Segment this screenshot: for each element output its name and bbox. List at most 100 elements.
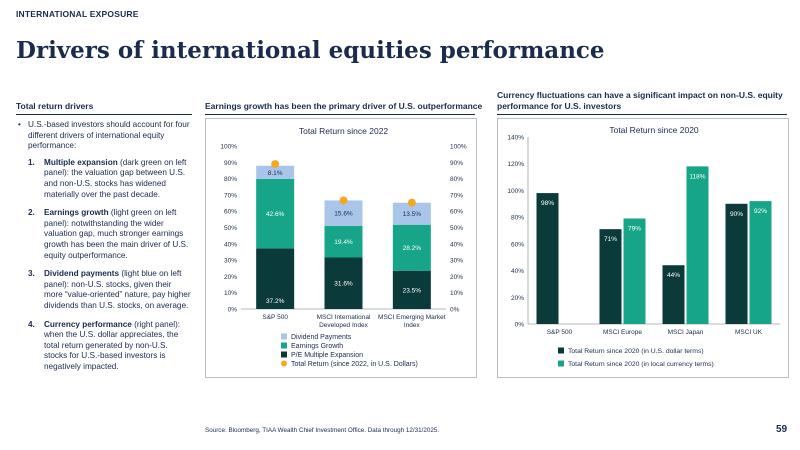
data-label: 15.6% bbox=[334, 211, 353, 218]
driver-item-multiple-expansion: 1. Multiple expansion (dark green on left… bbox=[16, 158, 192, 200]
stacked-bar-chart-svg: Total Return since 2022 0% 0% 10% 10% 20% 20% 3… bbox=[220, 126, 467, 368]
legend-label: Total Return since 2020 (in U.S. dollar … bbox=[568, 348, 704, 355]
data-label: 23.5% bbox=[403, 287, 422, 294]
bar-segment bbox=[256, 165, 295, 179]
eyebrow-label: INTERNATIONAL EXPOSURE bbox=[16, 9, 139, 19]
bar-segment bbox=[392, 270, 431, 309]
bar-segment bbox=[256, 178, 295, 249]
bar-segment bbox=[392, 202, 431, 225]
x-tick-label: MSCI International bbox=[317, 314, 371, 321]
data-label: 44% bbox=[667, 272, 680, 279]
data-label: 13.5% bbox=[403, 211, 422, 218]
left-column-heading: Total return drivers bbox=[16, 101, 94, 111]
left-heading-rule bbox=[16, 114, 192, 115]
driver-item-currency-performance: 4. Currency performance (right panel): wh… bbox=[16, 320, 192, 373]
bar bbox=[599, 229, 622, 324]
y-tick-label: 40% bbox=[511, 268, 524, 275]
secondary-y-tick-label: 80% bbox=[450, 176, 463, 183]
legend-swatch bbox=[558, 360, 564, 367]
data-label: 37.2% bbox=[266, 298, 285, 305]
secondary-y-tick-label: 70% bbox=[450, 192, 463, 199]
grouped-bar-chart-svg: Total Return since 2020 0% 20% 40% 60% 80% 100… bbox=[507, 125, 780, 368]
bar bbox=[623, 218, 646, 324]
total-return-marker bbox=[339, 196, 348, 205]
page-number: 59 bbox=[776, 424, 788, 435]
driver-number: 1. bbox=[28, 157, 35, 167]
driver-description: (dark green on left panel): the valuatio… bbox=[44, 157, 187, 199]
chart-title: Total Return since 2022 bbox=[299, 126, 389, 136]
secondary-y-tick-label: 40% bbox=[450, 241, 463, 248]
drivers-list: 1. Multiple expansion (dark green on left… bbox=[16, 158, 192, 373]
y-tick-label: 90% bbox=[224, 160, 237, 167]
driver-number: 3. bbox=[28, 269, 35, 279]
x-tick-label: S&P 500 bbox=[262, 314, 288, 321]
y-tick-label: 30% bbox=[224, 258, 237, 265]
bar-segment bbox=[324, 257, 363, 309]
y-tick-label: 60% bbox=[511, 241, 524, 248]
driver-item-earnings-growth: 2. Earnings growth (light green on left p… bbox=[16, 208, 192, 261]
data-label: 42.6% bbox=[266, 211, 285, 218]
x-tick-label: MSCI Emerging Market bbox=[378, 314, 446, 321]
secondary-y-tick-label: 90% bbox=[450, 160, 463, 167]
y-tick-label: 100% bbox=[507, 188, 524, 195]
bar bbox=[749, 201, 772, 324]
legend-marker-swatch bbox=[281, 360, 287, 367]
bullet-icon: • bbox=[18, 120, 21, 129]
bar bbox=[725, 203, 748, 324]
x-tick-label: MSCI UK bbox=[735, 329, 763, 336]
y-tick-label: 70% bbox=[224, 192, 237, 199]
driver-description: (light green on left panel): notwithstan… bbox=[44, 208, 189, 260]
legend-swatch bbox=[558, 347, 564, 354]
y-tick-label: 80% bbox=[224, 176, 237, 183]
driver-name: Dividend payments bbox=[44, 269, 120, 279]
x-tick-label: Index bbox=[404, 322, 421, 329]
bar-segment bbox=[256, 248, 295, 309]
y-tick-label: 20% bbox=[224, 274, 237, 281]
data-label: 90% bbox=[730, 211, 743, 218]
legend-label: P/E Multiple Expansion bbox=[291, 352, 363, 359]
right-column-heading: Currency fluctuations can have a signifi… bbox=[497, 90, 783, 111]
bar bbox=[686, 166, 709, 324]
middle-column-heading: Earnings growth has been the primary dri… bbox=[205, 101, 483, 111]
bar-segment bbox=[324, 225, 363, 258]
drivers-text-block: • U.S.-based investors should account for… bbox=[16, 120, 192, 380]
data-label: 79% bbox=[628, 225, 641, 232]
driver-name: Multiple expansion bbox=[44, 157, 118, 167]
page-title: Drivers of international equities perfor… bbox=[16, 37, 605, 64]
y-tick-label: 60% bbox=[224, 209, 237, 216]
bar-segment bbox=[324, 200, 363, 226]
secondary-y-tick-label: 50% bbox=[450, 225, 463, 232]
y-tick-label: 80% bbox=[511, 215, 524, 222]
intro-text: U.S.-based investors should account for … bbox=[28, 120, 190, 151]
legend-swatch bbox=[281, 351, 287, 358]
data-label: 92% bbox=[754, 208, 767, 215]
secondary-y-tick-label: 60% bbox=[450, 209, 463, 216]
data-label: 31.6% bbox=[334, 281, 353, 288]
x-tick-label: Developed Index bbox=[319, 322, 369, 329]
bar-segment bbox=[392, 224, 431, 271]
data-label: 8.1% bbox=[268, 170, 283, 177]
secondary-y-tick-label: 100% bbox=[450, 144, 467, 151]
driver-number: 2. bbox=[28, 208, 35, 218]
x-tick-label: S&P 500 bbox=[547, 329, 573, 336]
y-tick-label: 140% bbox=[507, 135, 524, 142]
legend-label: Total Return (since 2022, in U.S. Dollar… bbox=[291, 361, 418, 368]
driver-description: (right panel): when the U.S. dollar appr… bbox=[44, 319, 181, 371]
middle-heading-rule bbox=[205, 114, 475, 115]
total-return-marker bbox=[407, 198, 416, 207]
y-tick-label: 50% bbox=[224, 225, 237, 232]
total-return-marker bbox=[271, 160, 280, 169]
total-return-since-2020-chart: Total Return since 2020 0% 20% 40% 60% 80% 100… bbox=[497, 118, 789, 378]
y-tick-label: 0% bbox=[515, 322, 525, 329]
data-label: 71% bbox=[604, 236, 617, 243]
x-tick-label: MSCI Europe bbox=[603, 329, 642, 336]
secondary-y-tick-label: 0% bbox=[450, 307, 460, 314]
y-tick-label: 20% bbox=[511, 295, 524, 302]
data-label: 98% bbox=[541, 200, 554, 207]
driver-number: 4. bbox=[28, 319, 35, 329]
bar bbox=[662, 265, 685, 324]
legend-label: Total Return since 2020 (in local curren… bbox=[568, 361, 714, 368]
legend-label: Dividend Payments bbox=[291, 334, 352, 341]
data-label: 19.4% bbox=[334, 239, 353, 246]
legend-swatch bbox=[281, 342, 287, 349]
